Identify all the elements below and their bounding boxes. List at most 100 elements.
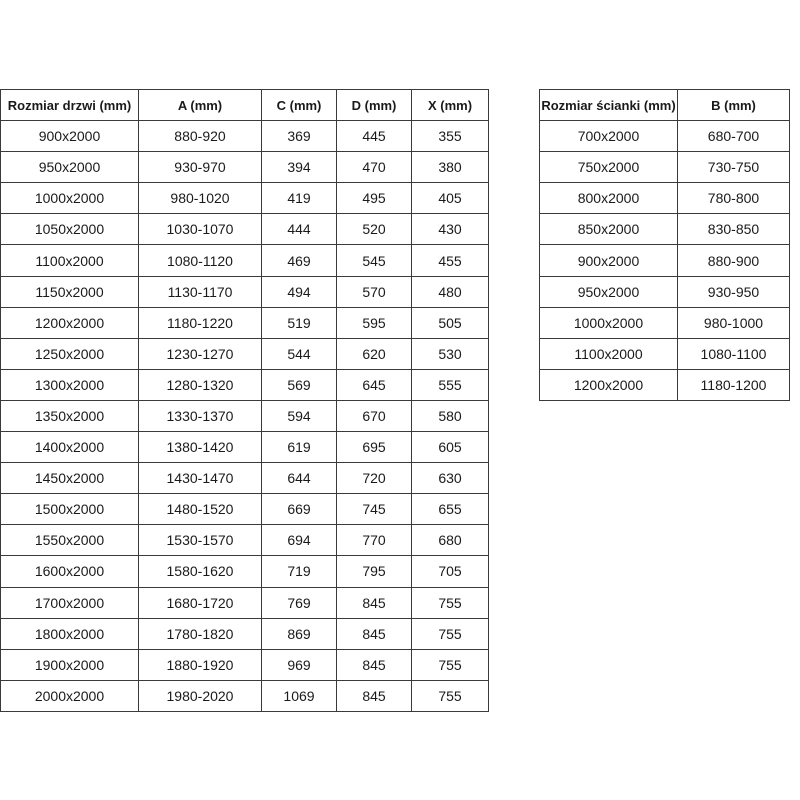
table-cell: 1180-1200 [677, 368, 790, 401]
table-cell: 1069 [261, 679, 337, 712]
table-cell: 1550x2000 [0, 524, 139, 557]
door-size-table: Rozmiar drzwi (mm) A (mm) C (mm) D (mm) X (m… [0, 88, 489, 712]
table-cell: 1530-1570 [138, 524, 262, 557]
table-cell: 1300x2000 [0, 368, 139, 401]
table-cell: 845 [336, 679, 412, 712]
table-cell: 655 [411, 493, 489, 526]
table-cell: 755 [411, 586, 489, 619]
table-row: 1100x2000 1080-1120 469 545 455 [0, 244, 489, 277]
table-cell: 469 [261, 244, 337, 277]
table-cell: 480 [411, 275, 489, 308]
column-header: D (mm) [336, 88, 412, 122]
table-cell: 800x2000 [539, 182, 678, 215]
table-cell: 1200x2000 [539, 368, 678, 401]
table-row: 1200x2000 1180-1200 [539, 368, 790, 401]
table-cell: 620 [336, 337, 412, 370]
table-cell: 1700x2000 [0, 586, 139, 619]
table-cell: 930-950 [677, 275, 790, 308]
table-cell: 869 [261, 617, 337, 650]
table-cell: 770 [336, 524, 412, 557]
table-cell: 700x2000 [539, 120, 678, 153]
table-cell: 1900x2000 [0, 648, 139, 681]
table-cell: 1780-1820 [138, 617, 262, 650]
table-cell: 1880-1920 [138, 648, 262, 681]
table-cell: 950x2000 [539, 275, 678, 308]
table-cell: 755 [411, 648, 489, 681]
table-row: 1600x2000 1580-1620 719 795 705 [0, 555, 489, 588]
table-cell: 1430-1470 [138, 462, 262, 495]
table-cell: 980-1000 [677, 306, 790, 339]
table-cell: 595 [336, 306, 412, 339]
table-row: 1250x2000 1230-1270 544 620 530 [0, 337, 489, 370]
table-row: 1300x2000 1280-1320 569 645 555 [0, 368, 489, 401]
table-cell: 419 [261, 182, 337, 215]
table-header-row: Rozmiar ścianki (mm) B (mm) [539, 88, 790, 122]
table-cell: 850x2000 [539, 213, 678, 246]
table-cell: 530 [411, 337, 489, 370]
table-cell: 1230-1270 [138, 337, 262, 370]
table-cell: 670 [336, 399, 412, 433]
table-header-row: Rozmiar drzwi (mm) A (mm) C (mm) D (mm) X (m… [0, 88, 489, 122]
table-cell: 680-700 [677, 120, 790, 153]
table-cell: 355 [411, 120, 489, 153]
table-cell: 1250x2000 [0, 337, 139, 370]
table-cell: 1100x2000 [0, 244, 139, 277]
table-cell: 1050x2000 [0, 213, 139, 246]
table-row: 1700x2000 1680-1720 769 845 755 [0, 586, 489, 619]
table-cell: 645 [336, 368, 412, 401]
table-cell: 444 [261, 213, 337, 246]
table-cell: 505 [411, 306, 489, 339]
table-cell: 1080-1100 [677, 337, 790, 370]
table-cell: 900x2000 [0, 120, 139, 153]
table-cell: 719 [261, 555, 337, 588]
table-row: 900x2000 880-900 [539, 244, 790, 277]
table-cell: 570 [336, 275, 412, 308]
table-cell: 1200x2000 [0, 306, 139, 339]
table-row: 1900x2000 1880-1920 969 845 755 [0, 648, 489, 681]
table-cell: 755 [411, 617, 489, 650]
table-cell: 1000x2000 [0, 182, 139, 215]
table-cell: 1000x2000 [539, 306, 678, 339]
table-cell: 580 [411, 399, 489, 433]
table-cell: 1330-1370 [138, 399, 262, 433]
table-row: 1800x2000 1780-1820 869 845 755 [0, 617, 489, 650]
table-cell: 1350x2000 [0, 399, 139, 433]
table-cell: 545 [336, 244, 412, 277]
table-row: 950x2000 930-950 [539, 275, 790, 308]
table-cell: 1500x2000 [0, 493, 139, 526]
table-row: 1550x2000 1530-1570 694 770 680 [0, 524, 489, 557]
table-cell: 980-1020 [138, 182, 262, 215]
table-row: 1100x2000 1080-1100 [539, 337, 790, 370]
table-cell: 519 [261, 306, 337, 339]
table-cell: 880-920 [138, 120, 262, 153]
table-row: 900x2000 880-920 369 445 355 [0, 120, 489, 153]
table-cell: 2000x2000 [0, 679, 139, 712]
column-header: Rozmiar drzwi (mm) [0, 88, 139, 122]
table-cell: 1080-1120 [138, 244, 262, 277]
table-row: 700x2000 680-700 [539, 120, 790, 153]
table-cell: 969 [261, 648, 337, 681]
table-cell: 594 [261, 399, 337, 433]
table-row: 1350x2000 1330-1370 594 670 580 [0, 399, 489, 433]
table-cell: 750x2000 [539, 151, 678, 184]
table-cell: 1450x2000 [0, 462, 139, 495]
table-row: 1200x2000 1180-1220 519 595 505 [0, 306, 489, 339]
table-cell: 730-750 [677, 151, 790, 184]
table-row: 1500x2000 1480-1520 669 745 655 [0, 493, 489, 526]
table-cell: 1600x2000 [0, 555, 139, 588]
table-row: 1000x2000 980-1000 [539, 306, 790, 339]
table-cell: 1400x2000 [0, 431, 139, 464]
table-cell: 470 [336, 151, 412, 184]
table-cell: 394 [261, 151, 337, 184]
table-row: 800x2000 780-800 [539, 182, 790, 215]
table-cell: 930-970 [138, 151, 262, 184]
table-cell: 1380-1420 [138, 431, 262, 464]
table-cell: 1800x2000 [0, 617, 139, 650]
table-cell: 1150x2000 [0, 275, 139, 308]
table-row: 1000x2000 980-1020 419 495 405 [0, 182, 489, 215]
column-header: B (mm) [677, 88, 790, 122]
column-header: A (mm) [138, 88, 262, 122]
table-cell: 1280-1320 [138, 368, 262, 401]
table-cell: 669 [261, 493, 337, 526]
table-cell: 555 [411, 368, 489, 401]
